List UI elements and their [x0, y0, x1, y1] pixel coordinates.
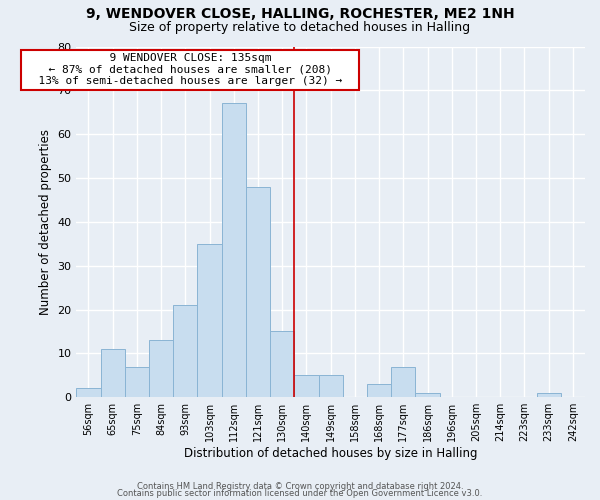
Bar: [197, 244, 221, 397]
Bar: [536, 393, 561, 397]
Bar: [125, 366, 149, 397]
Bar: [319, 376, 343, 397]
Bar: [221, 104, 246, 397]
Bar: [76, 388, 101, 397]
Bar: [391, 366, 415, 397]
Bar: [367, 384, 391, 397]
Text: Contains public sector information licensed under the Open Government Licence v3: Contains public sector information licen…: [118, 489, 482, 498]
Bar: [246, 187, 270, 397]
X-axis label: Distribution of detached houses by size in Halling: Distribution of detached houses by size …: [184, 447, 478, 460]
Bar: [173, 305, 197, 397]
Bar: [270, 332, 295, 397]
Bar: [101, 349, 125, 397]
Text: Contains HM Land Registry data © Crown copyright and database right 2024.: Contains HM Land Registry data © Crown c…: [137, 482, 463, 491]
Bar: [149, 340, 173, 397]
Text: Size of property relative to detached houses in Halling: Size of property relative to detached ho…: [130, 21, 470, 34]
Text: 9 WENDOVER CLOSE: 135sqm  
  ← 87% of detached houses are smaller (208)  
  13% : 9 WENDOVER CLOSE: 135sqm ← 87% of detach…: [25, 53, 356, 86]
Bar: [295, 376, 319, 397]
Bar: [415, 393, 440, 397]
Text: 9, WENDOVER CLOSE, HALLING, ROCHESTER, ME2 1NH: 9, WENDOVER CLOSE, HALLING, ROCHESTER, M…: [86, 8, 514, 22]
Y-axis label: Number of detached properties: Number of detached properties: [39, 129, 52, 315]
